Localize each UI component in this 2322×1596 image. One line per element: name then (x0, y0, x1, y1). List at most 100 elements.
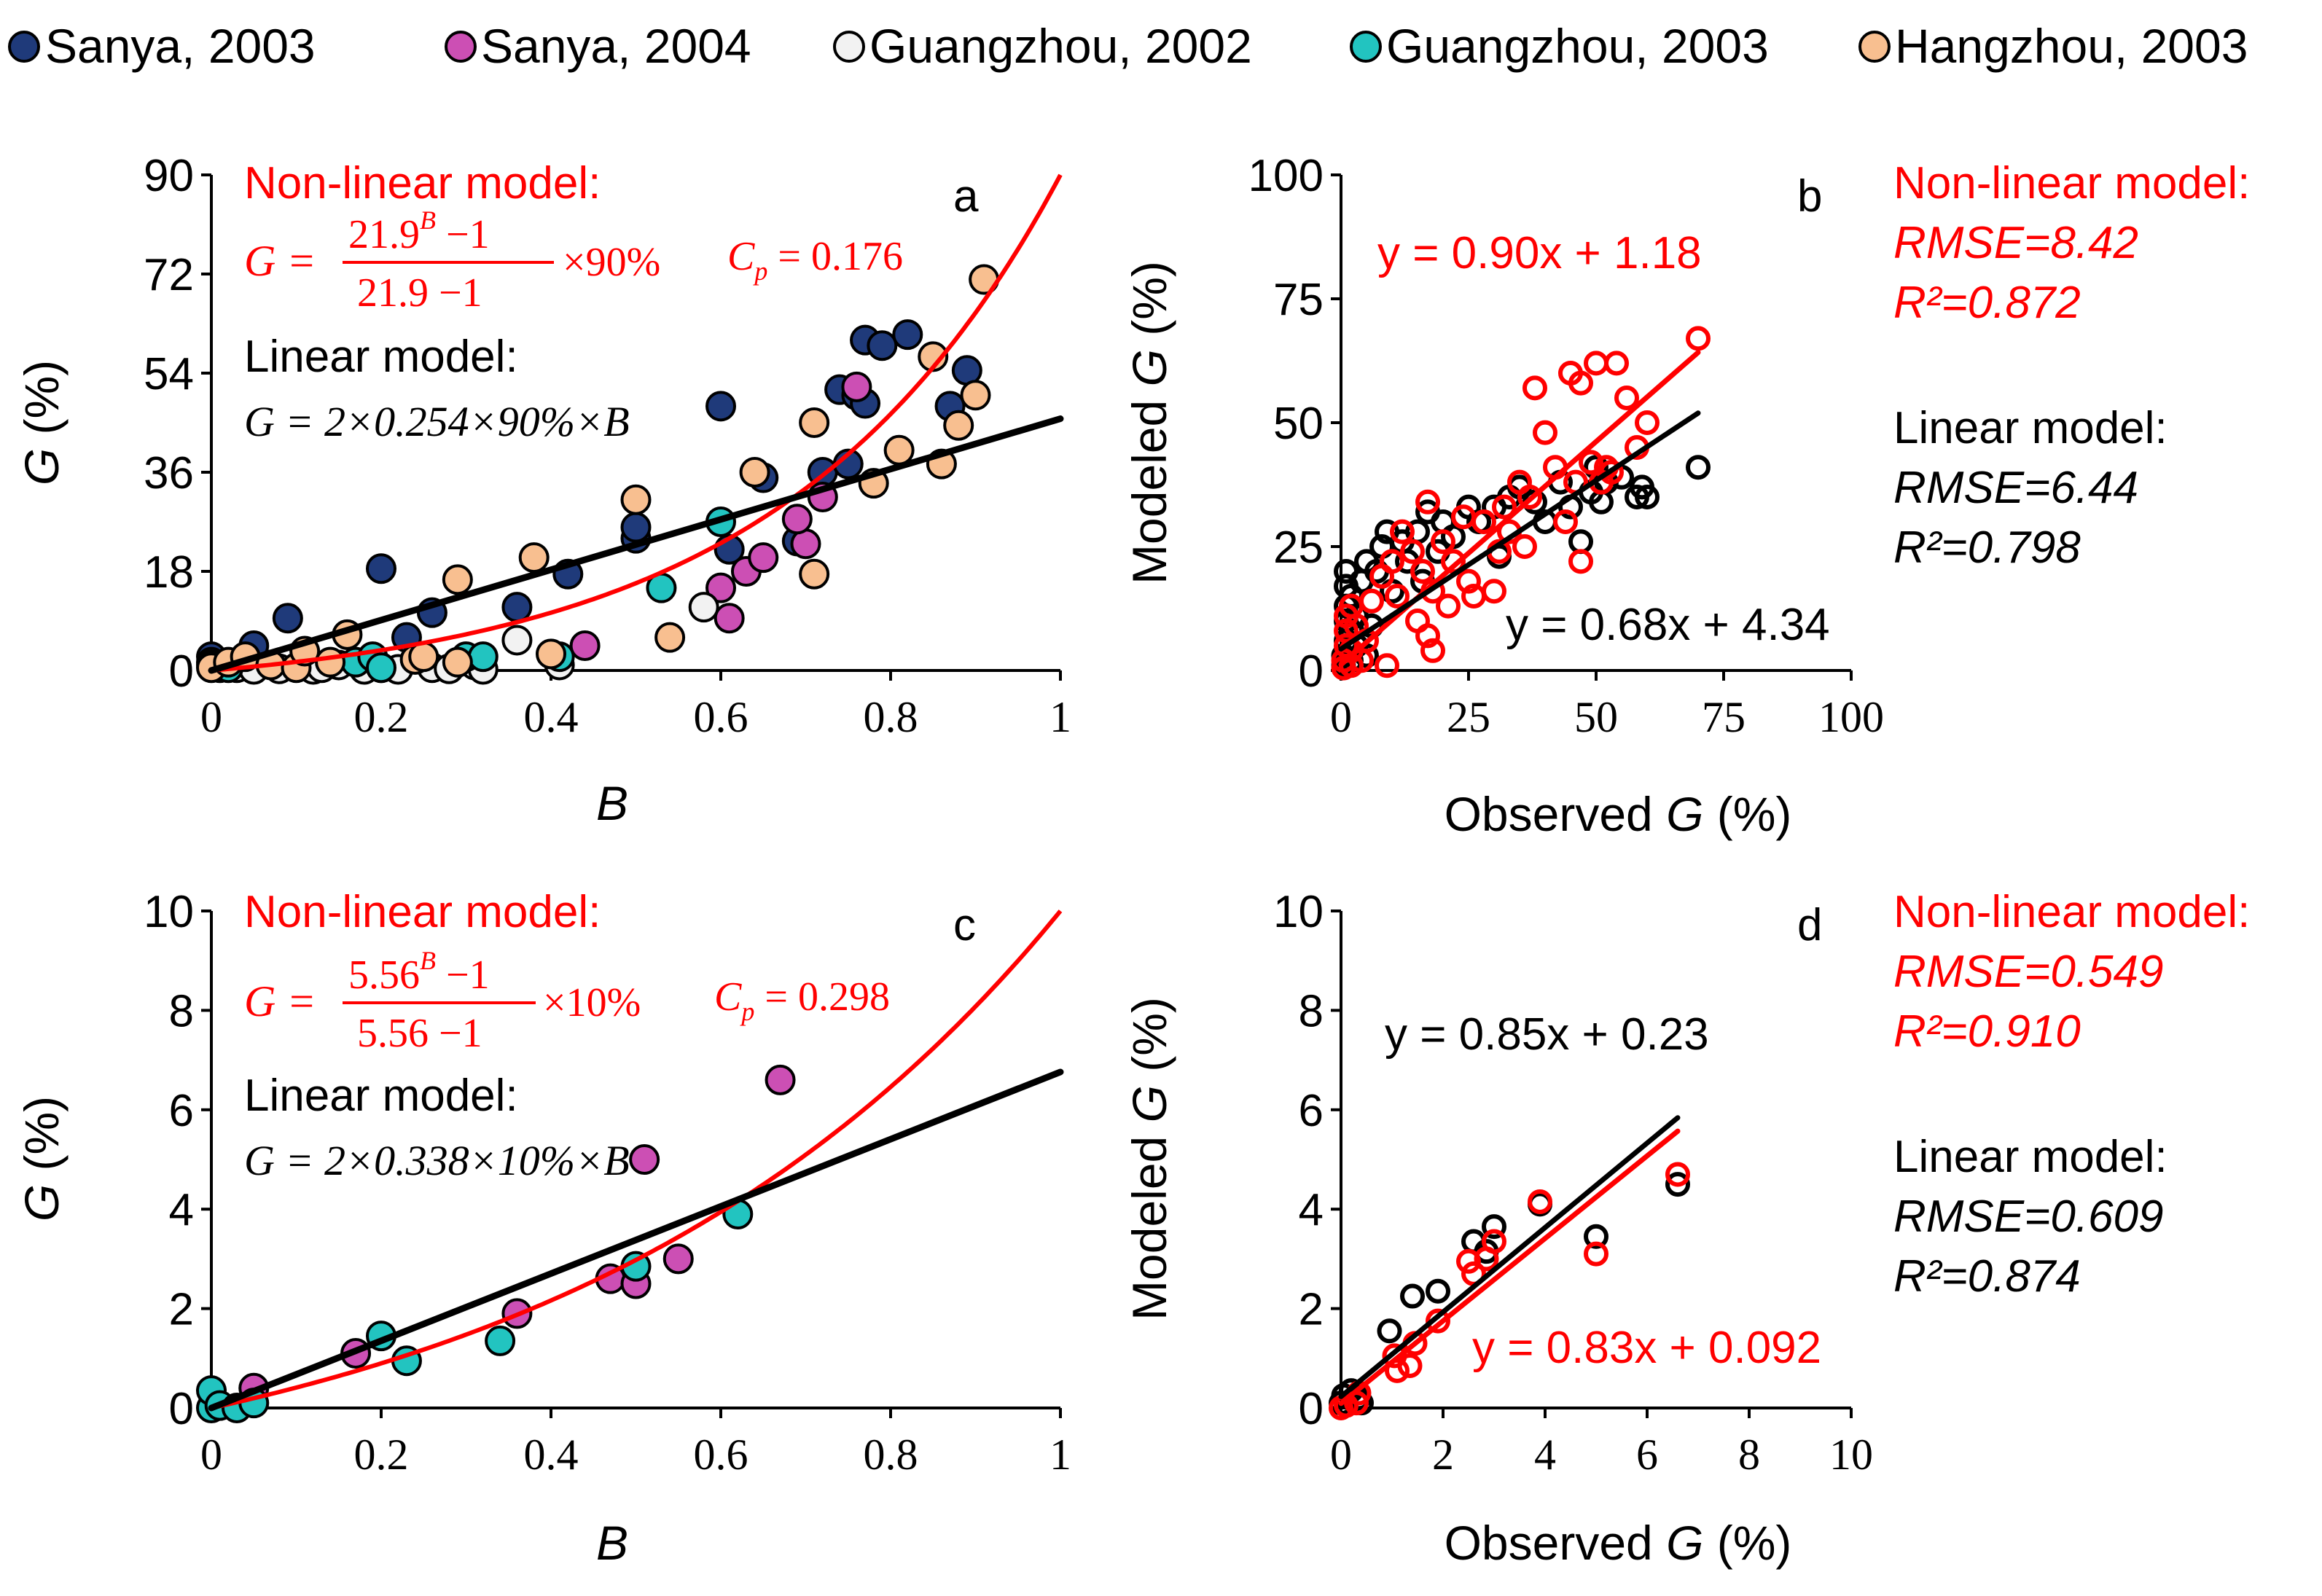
fit-line-linear-model-d (1338, 1115, 1681, 1399)
y-tick-label-b: 0 (1299, 646, 1324, 697)
point-hangzhou-2003-a (883, 434, 915, 466)
x-axis-label-a: B (596, 776, 628, 830)
legend-item-sanya-2004: Sanya, 2004 (445, 19, 751, 73)
plot-area-b: 0 25 50 75 100 0 25 50 75 100 Observed G (%) Modele… (1122, 151, 1884, 841)
legend-marker-guangzhou-2002 (833, 31, 865, 63)
stats-linear-title-b: Linear model: (1893, 403, 2167, 453)
legend: Sanya, 2003 Sanya, 2004 Guangzhou, 2002 … (8, 19, 2248, 73)
eq-cp-c: Cp = 0.298 (714, 974, 890, 1026)
point-hangzhou-2003-a (654, 622, 686, 653)
x-axis-label-c: B (596, 1516, 628, 1570)
point-guangzhou-2002-a (688, 592, 719, 623)
x-tick-label-c: 0 (200, 1431, 222, 1479)
point-sanya-2004-a (748, 542, 779, 574)
point-non-linear-model-b (1431, 529, 1455, 555)
x-tick-label-c: 0.6 (694, 1431, 748, 1479)
legend-marker-sanya-2004 (445, 31, 477, 63)
point-non-linear-model-b (1492, 494, 1517, 520)
x-tick-label-d: 8 (1738, 1431, 1760, 1479)
nonlinear-title-a: Non-linear model: (244, 158, 601, 208)
point-guangzhou-2002-a (501, 625, 533, 656)
point-non-linear-model-b (1686, 326, 1711, 351)
y-tick-label-d: 0 (1299, 1384, 1324, 1434)
stats-nonlinear-r2-b: R²=0.872 (1893, 278, 2081, 328)
eq-num-base-c: 5.56 (348, 952, 420, 998)
point-non-linear-model-d (1482, 1229, 1506, 1254)
point-non-linear-model-b (1604, 351, 1629, 376)
point-guangzhou-2003-c (485, 1325, 516, 1356)
eq-num-tail-c: −1 (436, 952, 490, 998)
y-tick-label-d: 2 (1299, 1285, 1324, 1335)
plot-area-a: 0 0.2 0.4 0.6 0.8 1 0 18 36 54 72 90 B G (%) (15, 151, 1071, 830)
legend-label-guangzhou-2002: Guangzhou, 2002 (869, 19, 1252, 73)
y-tick-label-b: 25 (1273, 523, 1324, 573)
point-hangzhou-2003-a (799, 407, 830, 438)
panel-d: 0 2 4 6 8 10 0 2 4 6 8 10 Observed G (%) Modeled G (%… (1122, 887, 2250, 1570)
eq-num-base-a: 21.9 (348, 212, 420, 257)
point-sanya-2004-a (841, 371, 872, 402)
point-non-linear-model-b (1415, 489, 1440, 515)
x-tick-label-d: 10 (1829, 1431, 1873, 1479)
point-non-linear-model-b (1415, 623, 1440, 649)
point-hangzhou-2003-a (960, 380, 991, 411)
point-non-linear-model-b (1410, 559, 1435, 584)
eq-num-exp-a: B (420, 206, 436, 235)
point-non-linear-model-b (1436, 593, 1461, 619)
y-tick-label-c: 6 (169, 1086, 194, 1136)
point-non-linear-model-b (1390, 519, 1415, 544)
point-non-linear-model-b (1522, 375, 1547, 401)
legend-label-sanya-2003: Sanya, 2003 (45, 19, 316, 73)
red-fit-equation-b: y = 0.90x + 1.18 (1377, 228, 1702, 278)
linear-equation-c: G = 2×0.338×10%×B (244, 1137, 630, 1184)
x-tick-label-a: 0.6 (694, 693, 748, 741)
point-guangzhou-2003-a (366, 652, 396, 684)
fit-line-non-linear-model-d (1338, 1128, 1681, 1407)
stats-nonlinear-title-d: Non-linear model: (1893, 887, 2250, 937)
point-non-linear-model-b (1533, 420, 1557, 445)
eq-numerator-a: 21.9B −1 (348, 206, 490, 257)
y-tick-label-c: 4 (169, 1185, 194, 1235)
x-tick-label-d: 4 (1534, 1431, 1556, 1479)
x-tick-label-a: 0.8 (864, 693, 918, 741)
stats-linear-rmse-d: RMSE=0.609 (1893, 1192, 2164, 1242)
x-tick-label-b: 50 (1574, 693, 1618, 741)
point-non-linear-model-b (1512, 534, 1537, 559)
legend-label-hangzhou-2003: Hangzhou, 2003 (1895, 19, 2248, 73)
point-non-linear-model-b (1635, 410, 1660, 435)
point-non-linear-model-d (1528, 1189, 1552, 1214)
linear-equation-a: G = 2×0.254×90%×B (244, 398, 630, 445)
nonlinear-equation-a: G = 21.9B −1 21.9 −1 ×90% Cp = 0.176 (244, 206, 903, 316)
point-linear-model-b (1635, 485, 1660, 509)
point-non-linear-model-b (1441, 549, 1466, 574)
point-non-linear-model-b (1456, 568, 1481, 594)
legend-marker-guangzhou-2003 (1350, 31, 1382, 63)
stats-linear-rmse-b: RMSE=6.44 (1893, 463, 2138, 513)
y-tick-label-d: 8 (1299, 986, 1324, 1036)
point-sanya-2003-a (366, 553, 396, 584)
black-fit-equation-d: y = 0.85x + 0.23 (1385, 1009, 1709, 1060)
legend-label-sanya-2004: Sanya, 2004 (481, 19, 751, 73)
y-tick-label-c: 10 (144, 887, 194, 937)
linear-title-a: Linear model: (244, 332, 518, 382)
stats-nonlinear-r2-d: R²=0.910 (1893, 1006, 2081, 1057)
panel-letter-c: c (953, 900, 976, 950)
y-tick-label-c: 8 (169, 986, 194, 1036)
x-tick-label-c: 0.4 (524, 1431, 579, 1479)
point-sanya-2003-a (705, 391, 736, 422)
y-axis-label-a: G (%) (15, 360, 69, 485)
legend-item-hangzhou-2003: Hangzhou, 2003 (1858, 19, 2248, 73)
point-linear-model-d (1426, 1278, 1450, 1304)
eq-denominator-c: 5.56 −1 (357, 1011, 482, 1056)
point-hangzhou-2003-a (799, 558, 830, 590)
fit-line-non-linear-model-a (211, 173, 1063, 673)
y-tick-label-d: 10 (1273, 887, 1324, 937)
point-hangzhou-2003-a (408, 641, 439, 673)
point-hangzhou-2003-a (442, 646, 473, 678)
linear-title-c: Linear model: (244, 1071, 518, 1121)
x-tick-label-b: 0 (1330, 693, 1352, 741)
point-sanya-2004-a (714, 603, 745, 634)
x-tick-label-a: 0.4 (524, 693, 579, 741)
point-non-linear-model-b (1385, 584, 1410, 609)
eq-num-exp-c: B (420, 946, 436, 975)
